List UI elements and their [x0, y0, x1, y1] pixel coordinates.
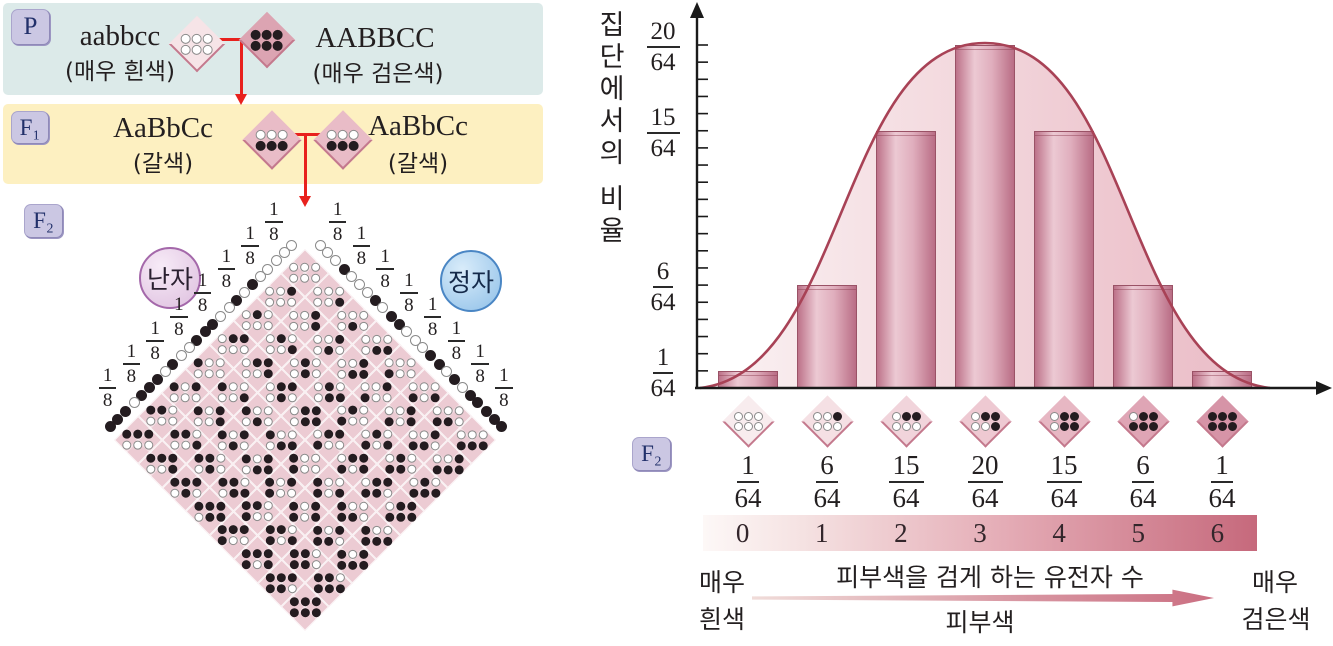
f1-right-phenotype: (갈색): [387, 151, 449, 177]
footer-right-label-line1: 매우: [1251, 568, 1298, 597]
frequency-bar: [876, 130, 936, 388]
skin-color-axis-subtitle: 피부색: [945, 608, 1015, 637]
p-generation-label: P: [23, 13, 38, 40]
phenotype-fraction-denominator: 64: [734, 483, 762, 513]
footer-left-label-line1: 매우: [698, 568, 745, 597]
phenotype-fraction-numerator: 1: [737, 452, 759, 483]
phenotype-fraction-denominator: 64: [1208, 483, 1236, 513]
allele-count-number: 1: [814, 518, 829, 548]
f1-right-genotype: AaBbCc: [368, 110, 468, 142]
phenotype-fraction-numerator: 6: [816, 452, 838, 483]
footer-right-label-line2: 검은색: [1241, 605, 1311, 634]
p-right-genotype: AABBCC: [315, 22, 435, 54]
phenotype-fraction-numerator: 15: [1046, 452, 1082, 483]
phenotype-fraction-denominator: 64: [1129, 483, 1157, 513]
phenotype-fraction: 15 64: [880, 452, 932, 512]
frequency-bar: [1034, 130, 1094, 388]
allele-count-number: 0: [735, 518, 750, 548]
footer-left-label-line2: 흰색: [698, 605, 745, 634]
p-generation-badge: P: [11, 9, 50, 45]
y-tick-fraction-denominator: 64: [650, 134, 676, 162]
y-axis-title-char: 단: [599, 42, 625, 73]
f1-to-f2-arrowhead-icon: [299, 196, 311, 207]
phenotype-fraction: 1 64: [722, 452, 774, 512]
phenotype-fraction-denominator: 64: [892, 483, 920, 513]
phenotype-fraction-denominator: 64: [971, 483, 999, 513]
f1-to-f2-arrow-line: [304, 133, 307, 198]
y-tick-fraction-numerator: 1: [652, 345, 674, 374]
phenotype-fraction: 20 64: [959, 452, 1011, 512]
bar-top-cap: [956, 49, 1014, 50]
p-left-genotype: aabbcc: [79, 20, 161, 52]
phenotype-fraction-denominator: 64: [1050, 483, 1078, 513]
bar-top-cap: [877, 134, 935, 136]
allele-count-number: 6: [1210, 518, 1225, 548]
phenotype-fraction-numerator: 1: [1211, 452, 1233, 483]
bar-top-cap: [1035, 134, 1093, 136]
egg-label-circle: 난자: [139, 247, 201, 309]
phenotype-fraction: 15 64: [1038, 452, 1090, 512]
sperm-label-circle: 정자: [440, 250, 502, 312]
y-tick-fraction-numerator: 20: [646, 19, 680, 48]
y-tick-fraction-denominator: 64: [650, 49, 676, 76]
allele-count-number: 2: [894, 518, 908, 548]
f2-generation-label: F₂: [33, 208, 54, 233]
p-left-phenotype: (매우 흰색): [65, 59, 175, 85]
allele-count-number: 5: [1131, 518, 1146, 548]
y-tick-fraction: 1 64: [642, 345, 684, 401]
phenotype-fraction: 6 64: [801, 452, 853, 512]
y-tick-fraction-numerator: 6: [652, 259, 674, 289]
f2-distribution-label: F₂: [641, 441, 662, 466]
phenotype-fraction-numerator: 20: [967, 452, 1003, 483]
phenotype-fraction-numerator: 15: [888, 452, 924, 483]
sperm-label: 정자: [447, 268, 494, 297]
phenotype-fraction: 6 64: [1117, 452, 1169, 512]
p-to-f1-arrowhead-icon: [235, 94, 247, 105]
y-tick-fraction: 20 64: [642, 19, 684, 75]
frequency-bar: [797, 285, 857, 388]
y-tick-fraction: 15 64: [642, 105, 684, 161]
phenotype-fraction: 1 64: [1196, 452, 1248, 512]
phenotype-fraction-denominator: 64: [813, 483, 841, 513]
y-axis-title-char: 집: [599, 10, 625, 41]
f1-generation-badge: F₁: [11, 111, 49, 144]
y-tick-fraction-denominator: 64: [650, 374, 676, 402]
bar-top-cap: [719, 374, 777, 376]
f1-generation-label: F₁: [19, 114, 41, 140]
y-tick-fraction: 6 64: [642, 259, 684, 315]
y-axis-title-char: 비: [599, 184, 625, 215]
y-tick-fraction-numerator: 15: [646, 105, 680, 134]
y-axis-title-char: 율: [599, 216, 625, 247]
y-axis-title-char: 에: [599, 74, 625, 105]
allele-count-axis-title: 피부색을 검게 하는 유전자 수: [836, 563, 1144, 592]
f2-generation-badge: F₂: [24, 204, 63, 238]
allele-count-number: 3: [973, 518, 987, 548]
f1-left-genotype: AaBbCc: [113, 112, 213, 144]
egg-label: 난자: [146, 265, 193, 294]
y-axis-title-char: 서: [599, 106, 625, 137]
frequency-bar: [955, 45, 1015, 388]
frequency-bar: [1192, 370, 1252, 388]
frequency-bar: [718, 370, 778, 388]
y-axis-title-char: 의: [599, 138, 625, 169]
f2-distribution-badge: F₂: [632, 437, 671, 471]
y-tick-fraction-denominator: 64: [650, 289, 676, 317]
bar-top-cap: [1114, 289, 1172, 291]
phenotype-fraction-numerator: 6: [1132, 452, 1154, 483]
frequency-bar: [1113, 285, 1173, 388]
p-right-phenotype: (매우 검은색): [312, 61, 444, 87]
bar-top-cap: [798, 289, 856, 291]
p-to-f1-arrow-line: [240, 38, 243, 96]
allele-count-scale-bar: 0 1 2 3 4 5 6: [703, 515, 1257, 551]
f1-left-phenotype: (갈색): [132, 151, 194, 177]
allele-count-number: 4: [1052, 518, 1066, 548]
bar-top-cap: [1193, 374, 1251, 376]
